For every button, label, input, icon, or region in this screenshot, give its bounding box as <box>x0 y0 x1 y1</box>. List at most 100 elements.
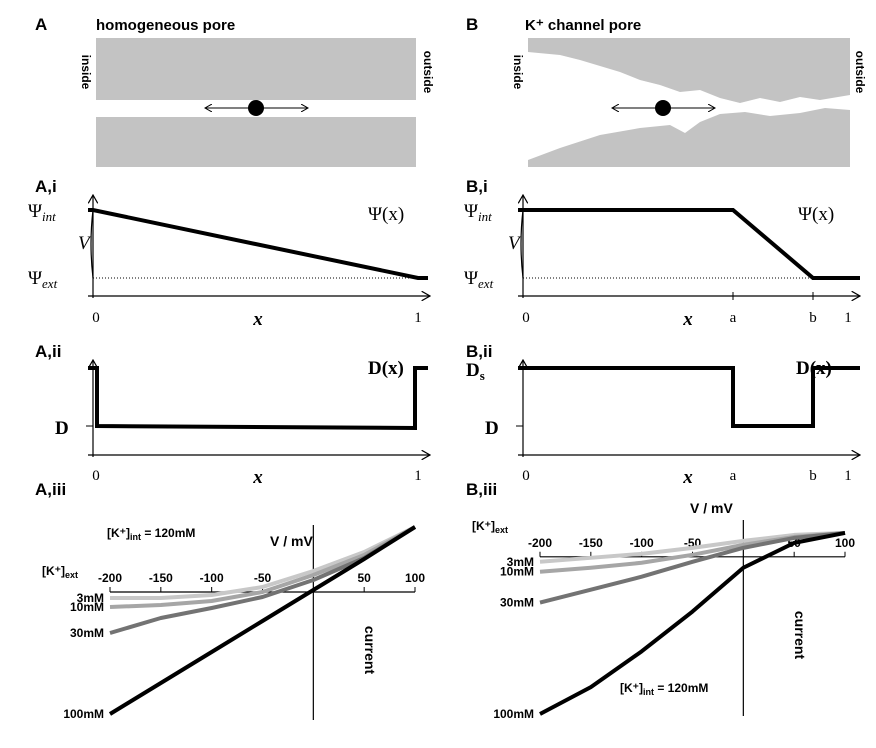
annotation-part: [K⁺] <box>42 564 65 578</box>
subscript: ext <box>478 276 494 291</box>
annotation-part: = 120mM <box>141 526 195 540</box>
x-label: 1 <box>844 468 852 484</box>
outside-label: outside <box>421 51 435 94</box>
series-label: 10mM <box>500 565 534 579</box>
series-label: 3mM <box>77 591 104 605</box>
subscript: int <box>478 209 492 224</box>
annotation-part: [K⁺] <box>472 519 495 533</box>
x-label: 0 <box>522 310 530 326</box>
x-axis-label: V / mV <box>270 533 313 549</box>
series-label: 100mM <box>63 707 104 721</box>
subscript: ext <box>42 276 58 291</box>
panel-label: B,iii <box>466 480 497 499</box>
pore-wall <box>528 108 850 167</box>
profile <box>88 366 428 431</box>
annotation: [K⁺]int = 120mM <box>107 526 195 542</box>
panel-label: B,i <box>466 177 488 196</box>
inside-label: inside <box>511 55 525 90</box>
potential-a: A,i Ψint Ψext V Ψ(x) 0 x 1 <box>28 177 430 330</box>
x-label: x <box>252 467 263 488</box>
function-label: D(x) <box>368 358 404 379</box>
annotation-part: ext <box>65 570 78 580</box>
profile <box>518 208 860 280</box>
brace <box>90 209 94 279</box>
d-label: D <box>485 418 499 439</box>
series-line <box>539 530 846 716</box>
x-label: x <box>252 309 263 330</box>
annotation: [K⁺]int = 120mM <box>620 681 708 697</box>
potential-b: B,i Ψint Ψext V Ψ(x) 0 x a b 1 <box>464 177 860 330</box>
x-tick-label: 100 <box>405 571 425 585</box>
x-tick-label: 50 <box>357 571 371 585</box>
symbol: Ψ <box>28 268 42 289</box>
annotation: [K⁺]ext <box>472 519 508 535</box>
panel-label: A,i <box>35 177 57 196</box>
function-label: Ψ(x) <box>368 204 404 225</box>
series-label: 100mM <box>493 707 534 721</box>
svg-text:Ψint: Ψint <box>464 201 492 224</box>
x-tick-label: 100 <box>835 536 855 550</box>
panel-title: K⁺ channel pore <box>525 17 641 34</box>
function-label: Ψ(x) <box>798 204 834 225</box>
series-line <box>539 530 846 605</box>
symbol: Ψ <box>28 201 42 222</box>
panel-label: B <box>466 15 478 34</box>
svg-text:Ψint: Ψint <box>28 201 56 224</box>
y-axis-label: current <box>792 611 808 660</box>
profile <box>518 366 860 428</box>
annotation-part: int <box>130 532 141 542</box>
ion <box>248 100 264 116</box>
svg-text:Ψext: Ψext <box>464 268 494 291</box>
annotation: [K⁺]ext <box>42 564 78 580</box>
iv-chart: A,iii -200 -150 -100 -50 50 100 V / mV current [K… <box>35 480 425 721</box>
ion <box>655 100 671 116</box>
series-label: 10mM <box>70 600 104 614</box>
series-line <box>110 525 416 600</box>
series-line <box>109 525 416 609</box>
annotation-part: int <box>643 687 654 697</box>
svg-text:Ds: Ds <box>466 360 485 383</box>
x-label: b <box>809 468 817 484</box>
x-label: a <box>730 310 737 326</box>
pore-wall <box>96 38 416 100</box>
panel-label: A,iii <box>35 480 66 499</box>
v-label: V <box>508 233 522 254</box>
pore-wall <box>96 117 416 167</box>
series-label: 30mM <box>500 596 534 610</box>
v-label: V <box>78 233 92 254</box>
series-label: 3mM <box>507 555 534 569</box>
annotation-part: [K⁺] <box>107 526 130 540</box>
x-label: a <box>730 468 737 484</box>
brace <box>520 209 524 279</box>
annotation-part: ext <box>495 525 508 535</box>
panel-title: homogeneous pore <box>96 17 235 34</box>
x-label: 0 <box>522 468 530 484</box>
x-label: x <box>682 467 693 488</box>
x-label: 0 <box>92 468 100 484</box>
symbol: Ψ <box>464 268 478 289</box>
svg-text:Ψext: Ψext <box>28 268 58 291</box>
x-tick-label: -200 <box>98 571 122 585</box>
profile <box>88 208 428 280</box>
x-label: 1 <box>414 468 422 484</box>
panel-label: A,ii <box>35 342 61 361</box>
series-line <box>108 525 417 716</box>
x-tick-label: -150 <box>149 571 173 585</box>
symbol: Ψ <box>464 201 478 222</box>
pore-b: B K⁺ channel pore inside outside <box>466 15 867 167</box>
diffusion-a: A,ii D D(x) 0 x 1 <box>35 342 430 488</box>
x-tick-label: -50 <box>254 571 272 585</box>
panel-label: B,ii <box>466 342 492 361</box>
x-tick-label: -100 <box>630 536 654 550</box>
x-tick-label: -150 <box>579 536 603 550</box>
function-label: D(x) <box>796 358 832 379</box>
x-label: 0 <box>92 310 100 326</box>
x-tick-label: -100 <box>200 571 224 585</box>
annotation-part: [K⁺] <box>620 681 643 695</box>
x-label: x <box>682 309 693 330</box>
annotation-part: = 120mM <box>654 681 708 695</box>
series-label: 30mM <box>70 626 104 640</box>
pore-wall <box>528 38 850 103</box>
symbol: D <box>466 360 480 381</box>
